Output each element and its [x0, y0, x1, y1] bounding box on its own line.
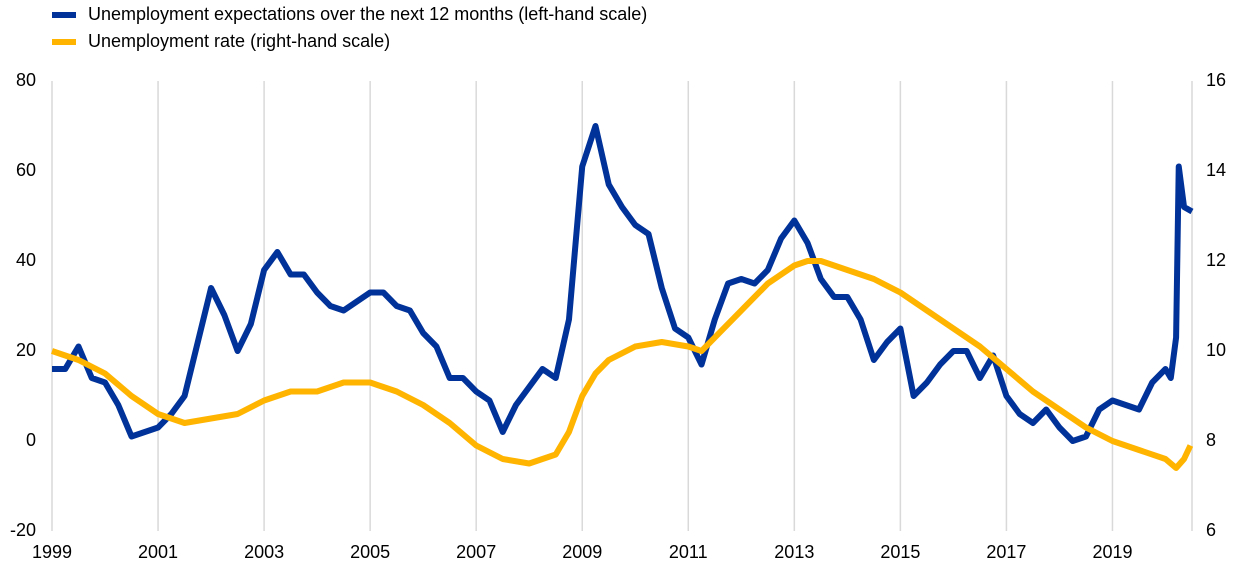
x-tick-label: 2017: [986, 542, 1026, 562]
data-line: [51, 258, 1194, 471]
x-tick-label: 2019: [1092, 542, 1132, 562]
legend-label: Unemployment rate (right-hand scale): [88, 31, 390, 51]
y-tick-label: 60: [16, 160, 36, 180]
y2-tick-label: 16: [1206, 70, 1226, 90]
x-tick-label: 2013: [774, 542, 814, 562]
x-tick-label: 1999: [32, 542, 72, 562]
x-tick-label: 2009: [562, 542, 602, 562]
y-tick-label: -20: [10, 520, 36, 540]
x-tick-label: 2005: [350, 542, 390, 562]
legend-label: Unemployment expectations over the next …: [88, 4, 647, 24]
x-tick-label: 2007: [456, 542, 496, 562]
y2-tick-label: 10: [1206, 340, 1226, 360]
y2-tick-label: 14: [1206, 160, 1226, 180]
x-tick-label: 2015: [880, 542, 920, 562]
y2-tick-label: 12: [1206, 250, 1226, 270]
x-tick-label: 2001: [138, 542, 178, 562]
y-tick-label: 0: [26, 430, 36, 450]
x-tick-label: 2003: [244, 542, 284, 562]
x-tick-label: 2011: [669, 542, 708, 562]
data-line: [52, 123, 1194, 444]
y2-tick-label: 8: [1206, 430, 1216, 450]
y-tick-label: 20: [16, 340, 36, 360]
y-tick-label: 40: [16, 250, 36, 270]
y-tick-label: 80: [16, 70, 36, 90]
y2-tick-label: 6: [1206, 520, 1216, 540]
